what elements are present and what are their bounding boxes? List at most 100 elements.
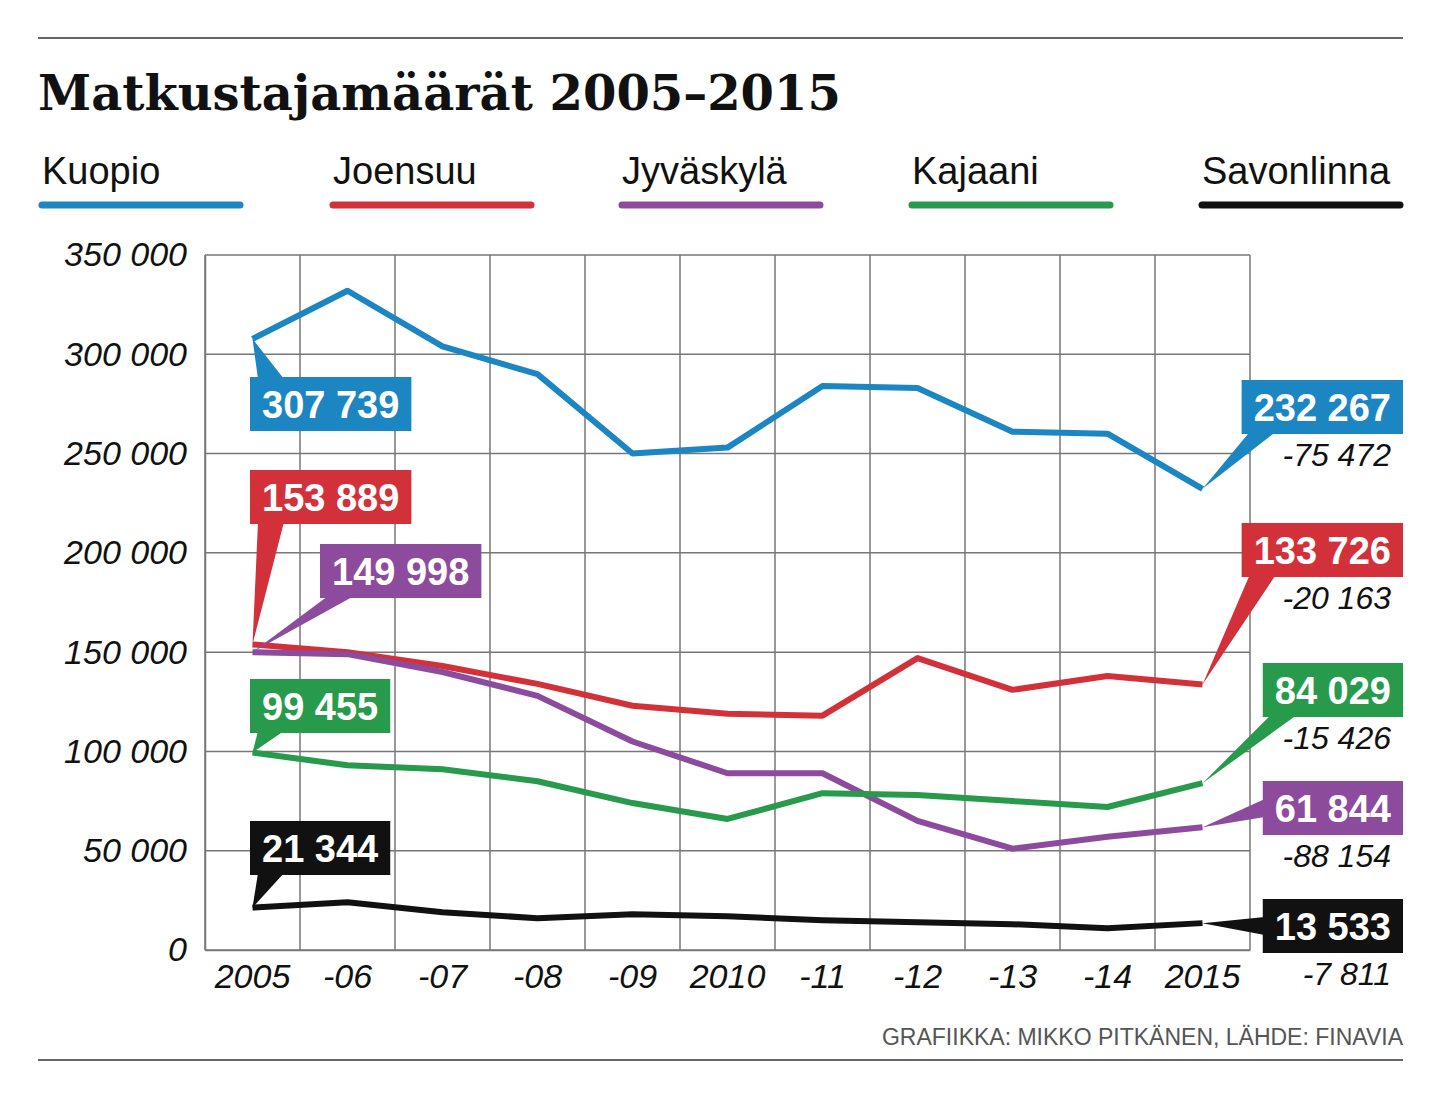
data-label-text: 232 267 <box>1254 387 1391 429</box>
y-tick: 350 000 <box>64 235 205 273</box>
y-tick-label: 100 000 <box>64 732 187 770</box>
label-box <box>1263 899 1403 953</box>
x-tick-label: -11 <box>799 957 846 995</box>
x-tick: -13 <box>988 950 1037 995</box>
legend-label: Jyväskylä <box>622 150 788 192</box>
change-label: -88 154 <box>1282 838 1391 874</box>
y-tick: 200 000 <box>63 533 205 571</box>
y-tick-label: 0 <box>168 930 187 968</box>
x-axis: 2005-06-07-08-092010-11-12-13-142015 <box>206 950 1251 995</box>
x-tick-label: -07 <box>418 957 468 995</box>
chart: Matkustajamäärät 2005–2015KuopioJoensuuJ… <box>0 0 1440 1098</box>
grid-line-y <box>205 354 1250 356</box>
x-tick-label: -12 <box>893 957 942 995</box>
legend-label: Savonlinna <box>1202 150 1391 192</box>
x-tick: 2005 <box>214 950 291 995</box>
x-tick-label: -14 <box>1083 957 1132 995</box>
data-label-text: 99 455 <box>262 686 378 728</box>
label-leader <box>253 873 285 908</box>
source: GRAFIIKKA: MIKKO PITKÄNEN, LÄHDE: FINAVI… <box>882 1024 1404 1050</box>
label-box <box>1263 663 1403 717</box>
plot-marks <box>253 291 1203 928</box>
label-box <box>1263 781 1403 835</box>
y-tick: 150 000 <box>64 633 205 671</box>
x-tick: -11 <box>799 950 846 995</box>
label-box <box>250 377 411 431</box>
data-label-text: 13 533 <box>1275 906 1391 948</box>
legend: Kuopio Joensuu Jyväskylä Kajaani Savonlinna <box>42 150 1400 205</box>
x-tick: -09 <box>608 950 657 995</box>
y-tick-label: 150 000 <box>64 633 187 671</box>
x-tick-label: -13 <box>988 957 1037 995</box>
legend-item: Savonlinna <box>1202 150 1400 205</box>
change-label: -15 426 <box>1282 720 1391 756</box>
label-leader <box>1203 799 1265 827</box>
y-tick: 250 000 <box>63 434 205 472</box>
grid-line-x <box>394 255 396 950</box>
x-tick-label: 2005 <box>214 957 291 995</box>
label-leader <box>1203 432 1276 489</box>
grid-line-x <box>774 255 776 950</box>
data-label-text: 84 029 <box>1275 670 1391 712</box>
grid-line-x <box>204 255 206 950</box>
change-label: -7 811 <box>1303 956 1391 992</box>
y-tick-label: 50 000 <box>83 831 187 869</box>
data-label: 61 844 <box>1203 781 1404 835</box>
x-tick: -08 <box>513 950 562 995</box>
series-line <box>253 644 1203 715</box>
legend-item: Joensuu <box>333 150 531 205</box>
label-box <box>250 821 390 875</box>
legend-item: Kajaani <box>912 150 1110 205</box>
data-label-text: 153 889 <box>262 477 399 519</box>
y-tick-label: 250 000 <box>63 434 187 472</box>
data-label: 21 344 <box>250 821 390 908</box>
legend-label: Kuopio <box>42 150 160 192</box>
y-tick-label: 200 000 <box>63 533 187 571</box>
data-label: 99 455 <box>250 679 390 753</box>
label-box <box>320 544 481 598</box>
grid-line-y <box>205 254 1250 256</box>
y-tick-label: 300 000 <box>64 335 187 373</box>
grid-line-x <box>964 255 966 950</box>
data-label-text: 149 998 <box>332 551 469 593</box>
data-label-text: 307 739 <box>262 384 399 426</box>
x-tick: -14 <box>1083 950 1132 995</box>
data-label-text: 133 726 <box>1254 530 1391 572</box>
grid-line-y <box>205 949 1250 951</box>
grid-line-y <box>205 453 1250 455</box>
x-axis-line <box>206 950 1251 952</box>
x-tick: -12 <box>893 950 942 995</box>
data-labels: 307 739232 267-75 472153 889133 726-20 1… <box>250 339 1403 992</box>
series-line <box>253 753 1203 819</box>
data-label: 307 739 <box>250 339 411 431</box>
change-label: -75 472 <box>1282 437 1391 473</box>
legend-label: Kajaani <box>912 150 1039 192</box>
label-box <box>250 470 411 524</box>
y-tick: 50 000 <box>83 831 205 869</box>
legend-label: Joensuu <box>333 150 477 192</box>
x-tick: -06 <box>323 950 372 995</box>
label-leader <box>253 731 285 753</box>
data-label: 149 998 <box>253 544 482 652</box>
legend-swatch <box>1202 202 1400 209</box>
data-label: 133 726 <box>1203 523 1404 684</box>
x-tick-label: 2010 <box>689 957 766 995</box>
grid-line-x <box>584 255 586 950</box>
top-rule <box>38 37 1403 39</box>
series-line <box>253 652 1203 849</box>
label-box <box>250 679 390 733</box>
y-tick: 0 <box>168 930 205 968</box>
legend-item: Jyväskylä <box>622 150 820 205</box>
grid-line-x <box>869 255 871 950</box>
grid <box>205 255 1250 950</box>
legend-item: Kuopio <box>42 150 240 205</box>
y-tick-label: 350 000 <box>64 235 187 273</box>
x-tick-label: -06 <box>323 957 372 995</box>
bottom-rule <box>38 1059 1403 1061</box>
x-tick-label: -09 <box>608 957 657 995</box>
data-label: 84 029 <box>1203 663 1404 783</box>
x-tick-label: -08 <box>513 957 562 995</box>
data-label-text: 21 344 <box>262 828 378 870</box>
x-tick: -07 <box>418 950 468 995</box>
data-label: 232 267 <box>1203 380 1404 489</box>
